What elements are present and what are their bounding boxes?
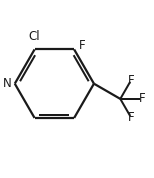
- Text: F: F: [128, 74, 134, 87]
- Text: F: F: [139, 92, 145, 105]
- Text: F: F: [79, 39, 85, 52]
- Text: Cl: Cl: [29, 30, 40, 43]
- Text: N: N: [3, 77, 12, 90]
- Text: F: F: [128, 111, 134, 124]
